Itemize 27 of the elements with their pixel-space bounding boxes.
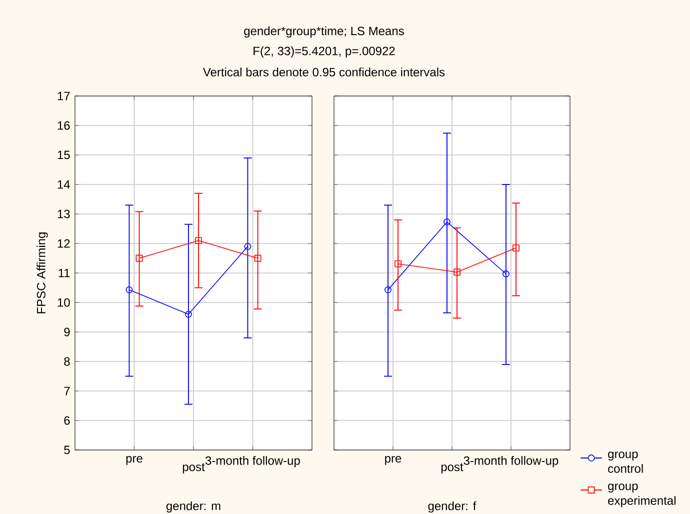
x-axis-title: gender: f (428, 501, 476, 513)
x-tick-label: pre (385, 456, 402, 465)
y-tick-label: 17 (58, 92, 70, 100)
legend-label: group experimental (608, 484, 676, 508)
x-tick-label: post (441, 463, 464, 474)
x-axis-title: gender: m (166, 501, 220, 513)
x-tick-label: post (182, 463, 205, 474)
y-tick-label: 8 (64, 357, 70, 366)
y-tick-label: 12 (58, 239, 70, 248)
y-tick-label: 6 (64, 416, 70, 425)
x-tick-label: 3-month follow-up (464, 456, 558, 468)
y-tick-label: 15 (58, 150, 70, 160)
chart-title: gender*group*time; LS Means (244, 26, 404, 38)
y-tick-label: 7 (64, 386, 70, 396)
y-tick-label: 5 (64, 446, 70, 454)
y-tick-label: 11 (58, 268, 70, 278)
y-tick-label: 14 (58, 180, 70, 189)
x-tick-label: pre (126, 456, 142, 465)
y-tick-label: 13 (58, 210, 70, 218)
chart-subtitle: F(2, 33)=5.4201, p=.00922 (254, 46, 395, 58)
y-tick-label: 10 (58, 298, 70, 307)
y-tick-label: 16 (58, 121, 70, 130)
legend-label: group control (608, 452, 643, 473)
y-tick-label: 9 (64, 328, 70, 336)
x-tick-label: 3-month follow-up (206, 456, 300, 468)
y-axis-title: FPSC Affirming (36, 232, 48, 314)
text: Vertical bars denote 0.95 confidence intervals (202, 68, 445, 76)
